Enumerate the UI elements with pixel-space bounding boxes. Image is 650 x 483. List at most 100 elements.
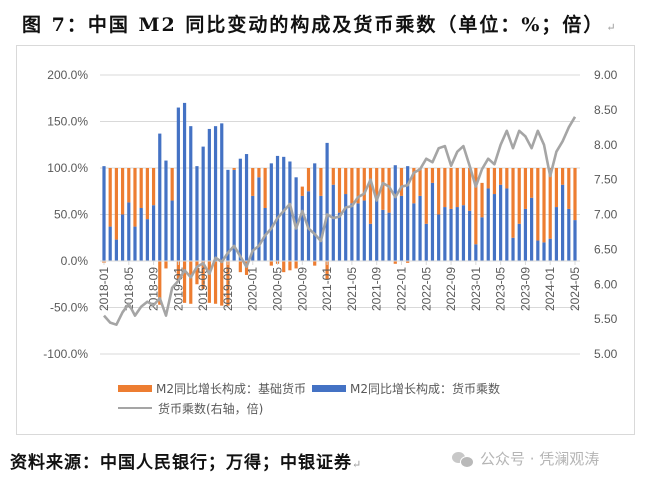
- bar-segment: [511, 168, 515, 238]
- bar-segment: [492, 194, 497, 261]
- bar-segment: [201, 261, 205, 289]
- bar-segment: [573, 168, 577, 221]
- bar-segment: [288, 161, 292, 261]
- bar-segment: [294, 177, 298, 261]
- x-tick-label: 2022-05: [419, 267, 433, 311]
- bar-segment: [275, 155, 280, 261]
- x-tick-label: 2019-05: [196, 267, 210, 311]
- bar-segment: [424, 168, 428, 224]
- bar-segment: [120, 168, 125, 215]
- bar-segment: [300, 186, 304, 196]
- bar-segment: [480, 217, 484, 261]
- bar-segment: [424, 223, 428, 261]
- bar-segment: [418, 195, 422, 261]
- bar-segment: [468, 210, 472, 261]
- legend-label-line: 货币乘数(右轴，倍): [158, 401, 264, 416]
- bar-segment: [530, 168, 534, 198]
- bar-segment: [337, 212, 342, 261]
- bar-segment: [282, 156, 286, 261]
- bar-segment: [220, 261, 224, 306]
- x-tick-label: 2020-05: [271, 267, 285, 311]
- x-axis: 2018-01 2018-05 2018-09 2019-01 2019-05 2019-…: [97, 260, 582, 311]
- figure-title-text: 图 7：中国 M2 同比变动的构成及货币乘数（单位：%；倍）: [22, 14, 605, 36]
- watermark-text: 公众号 · 凭澜观涛: [480, 450, 600, 468]
- bar-segment: [356, 203, 360, 261]
- right-y-axis-ticks: 9.00 8.50 8.00 7.50 7.00 6.50 6.00 5.50 5.00: [594, 68, 618, 361]
- bar-segment: [325, 142, 329, 261]
- bar-segment: [399, 195, 404, 261]
- bar-segment: [114, 239, 118, 261]
- bar-segment: [517, 223, 521, 261]
- left-tick-label: -100.0%: [43, 347, 88, 361]
- bar-segment: [263, 168, 267, 208]
- bar-segment: [449, 168, 453, 209]
- bar-segment: [461, 205, 466, 261]
- right-tick-label: 7.00: [594, 208, 618, 222]
- bar-segment: [288, 261, 292, 271]
- bar-segment: [437, 214, 441, 261]
- bar-segment: [127, 168, 131, 203]
- chart-frame: [16, 45, 635, 435]
- bar-segment: [189, 126, 193, 262]
- bar-segment: [505, 188, 509, 261]
- bar-segment: [164, 160, 168, 261]
- bar-segment: [344, 194, 348, 261]
- bar-segment: [430, 182, 435, 261]
- bar-segment: [158, 261, 162, 305]
- bar-segment: [474, 244, 478, 261]
- x-tick-label: 2019-01: [171, 267, 185, 311]
- x-tick-label: 2018-05: [122, 267, 136, 311]
- gray-line-swatch-icon: [118, 407, 152, 409]
- x-tick-label: 2018-01: [97, 267, 111, 311]
- bar-segment: [492, 168, 497, 195]
- bar-segment: [232, 169, 236, 261]
- bar-segment: [406, 261, 410, 263]
- bar-segment: [393, 261, 397, 264]
- bar-segment: [356, 168, 360, 204]
- bar-segment: [244, 154, 249, 261]
- bar-segment: [474, 168, 478, 245]
- bar-segment: [412, 168, 416, 204]
- bar-segment: [362, 168, 366, 201]
- bar-segment: [108, 226, 112, 261]
- right-tick-label: 6.50: [594, 242, 618, 256]
- right-tick-label: 6.00: [594, 277, 618, 291]
- bar-segment: [554, 168, 559, 208]
- bar-segment: [319, 168, 323, 196]
- bar-segment: [567, 208, 571, 261]
- bar-segment: [238, 261, 242, 273]
- bar-segment: [443, 207, 447, 261]
- bar-segment: [368, 223, 373, 261]
- bar-segment: [517, 168, 521, 224]
- bar-segment: [536, 168, 540, 241]
- bar-segment: [381, 209, 385, 261]
- bar-segment: [523, 208, 528, 261]
- bar-segment: [536, 240, 540, 261]
- bar-segment: [139, 168, 143, 208]
- figure-title: 图 7：中国 M2 同比变动的构成及货币乘数（单位：%；倍） ↵: [22, 10, 618, 37]
- bar-segment: [430, 168, 435, 183]
- bar-segment: [251, 195, 255, 261]
- bar-segment: [387, 212, 391, 261]
- x-tick-label: 2024-05: [568, 267, 582, 311]
- left-tick-label: 0.0%: [61, 254, 89, 268]
- stacked-bars: [102, 102, 577, 306]
- multiplier-line: [103, 116, 577, 327]
- x-tick-label: 2021-09: [370, 267, 384, 311]
- bar-segment: [542, 242, 546, 261]
- bar-segment: [182, 102, 187, 262]
- bar-segment: [226, 261, 230, 306]
- x-tick-label: 2020-01: [246, 267, 260, 311]
- bar-segment: [350, 203, 354, 261]
- bar-segment: [195, 261, 199, 285]
- bar-segment: [182, 261, 187, 303]
- x-tick-label: 2022-01: [394, 267, 408, 311]
- bar-segment: [412, 203, 416, 261]
- left-tick-label: 50.0%: [54, 208, 88, 222]
- wechat-icon: [452, 451, 474, 468]
- bar-segment: [151, 168, 156, 206]
- bar-segment: [548, 238, 552, 261]
- left-tick-label: 200.0%: [47, 68, 88, 82]
- x-tick-label: 2024-01: [543, 267, 557, 311]
- bar-segment: [443, 168, 447, 208]
